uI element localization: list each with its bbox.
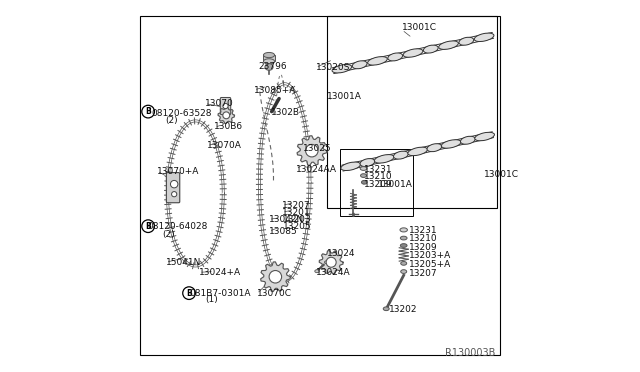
Polygon shape [218,107,234,124]
Polygon shape [260,262,291,292]
Ellipse shape [341,162,360,170]
Ellipse shape [264,59,275,64]
Text: B: B [145,107,151,116]
Ellipse shape [474,33,494,42]
Ellipse shape [265,64,273,70]
Text: 13024AA: 13024AA [296,165,337,174]
Polygon shape [319,250,343,274]
Text: 1302B: 1302B [271,108,300,117]
Ellipse shape [315,270,319,273]
Ellipse shape [332,64,352,73]
Text: B: B [145,222,151,231]
Text: 23796: 23796 [259,62,287,71]
Text: B: B [186,289,192,298]
Text: (2): (2) [166,116,179,125]
Text: 081B7-0301A: 081B7-0301A [189,289,250,298]
Text: 13001C: 13001C [402,23,437,32]
Ellipse shape [424,45,438,53]
Text: 13209: 13209 [408,243,437,251]
Ellipse shape [438,41,458,49]
Ellipse shape [475,132,495,141]
Circle shape [326,257,336,267]
Circle shape [305,144,318,157]
Ellipse shape [352,61,367,69]
Text: 13024: 13024 [326,249,355,258]
Ellipse shape [403,49,423,57]
Text: 13210: 13210 [408,234,437,243]
Ellipse shape [362,180,367,184]
Ellipse shape [394,151,408,159]
Ellipse shape [360,174,367,177]
Text: 13070+A: 13070+A [157,167,200,176]
Ellipse shape [360,158,375,167]
Ellipse shape [401,262,406,265]
Ellipse shape [427,144,442,152]
FancyBboxPatch shape [166,173,180,203]
Text: 13025: 13025 [303,144,332,153]
Bar [326,16,497,208]
Text: 13085+A: 13085+A [254,86,296,94]
Ellipse shape [460,136,476,144]
Text: 15041N: 15041N [166,258,201,267]
Text: (2): (2) [162,230,175,239]
Text: 13203: 13203 [283,215,312,224]
Text: 13231: 13231 [364,165,392,174]
Ellipse shape [400,228,408,232]
Text: (1): (1) [205,295,218,304]
Circle shape [172,192,177,197]
Text: 13024A: 13024A [316,268,351,277]
Text: 13207: 13207 [408,269,437,278]
Ellipse shape [442,140,461,148]
Circle shape [170,180,178,188]
FancyBboxPatch shape [220,97,231,115]
Text: 13001A: 13001A [378,180,413,189]
Ellipse shape [459,37,474,45]
Ellipse shape [264,52,275,58]
Circle shape [269,270,282,283]
Text: 13001A: 13001A [326,92,362,101]
Text: 13042N: 13042N [269,215,304,224]
Text: 13209: 13209 [364,180,392,189]
Text: 130B6: 130B6 [214,122,243,131]
Text: 13024+A: 13024+A [199,268,241,277]
Text: 13201: 13201 [282,208,310,217]
Text: 08120-63528: 08120-63528 [152,109,212,118]
Text: 13205+A: 13205+A [408,260,451,269]
Text: 13070A: 13070A [207,141,242,150]
Ellipse shape [360,167,367,170]
Circle shape [223,103,228,109]
Ellipse shape [374,155,394,163]
Text: 13001C: 13001C [484,170,518,179]
Ellipse shape [383,307,389,311]
Text: 13210: 13210 [364,172,392,181]
Ellipse shape [324,261,329,264]
Text: 13070: 13070 [205,99,234,108]
Text: 13020S: 13020S [316,63,350,72]
Ellipse shape [367,57,387,65]
Bar [264,55,275,61]
Text: 13085: 13085 [269,227,298,236]
Text: 13070C: 13070C [257,289,292,298]
Text: 13207: 13207 [282,201,310,210]
Text: 13203+A: 13203+A [408,251,451,260]
Text: 13231: 13231 [408,226,437,235]
Ellipse shape [401,236,407,240]
Ellipse shape [401,270,406,273]
Circle shape [223,112,230,119]
Text: 13202: 13202 [389,305,417,314]
Text: R130003B: R130003B [445,348,495,357]
Ellipse shape [401,244,407,247]
Ellipse shape [408,147,428,155]
Text: 08120-64028: 08120-64028 [147,222,207,231]
Ellipse shape [388,53,403,61]
Text: 13205: 13205 [283,222,312,231]
Bar [340,149,413,216]
Polygon shape [297,136,326,166]
